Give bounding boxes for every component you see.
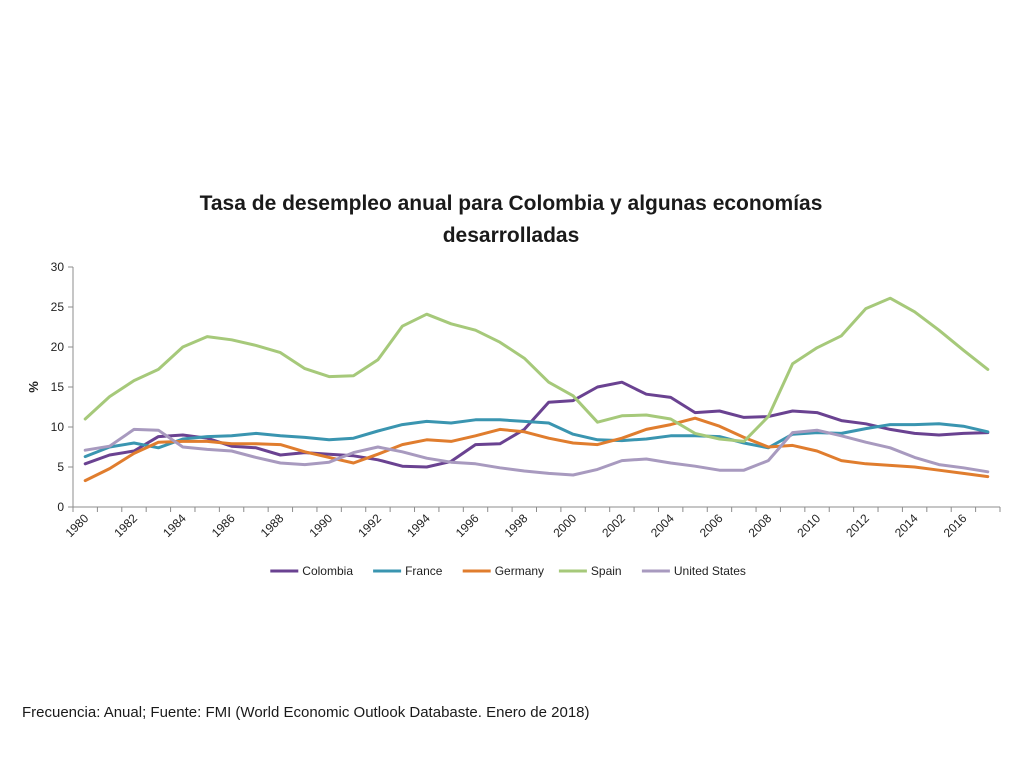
series-line-colombia — [83, 380, 990, 469]
series-line-united-states — [83, 427, 990, 477]
y-axis: 0 5 10 15 20 25 30 — [51, 260, 74, 514]
y-tick-label: 25 — [51, 300, 65, 314]
y-tick-label: 20 — [51, 340, 65, 354]
legend-label-spain: Spain — [591, 564, 622, 578]
x-tick-label: 2004 — [648, 511, 677, 540]
x-tick-label: 2012 — [843, 511, 872, 540]
x-tick-label: 1984 — [160, 511, 189, 540]
y-axis-label: % — [26, 381, 41, 393]
x-tick-label: 1986 — [209, 511, 238, 540]
legend-label-france: France — [405, 564, 443, 578]
x-tick-label: 2010 — [794, 511, 823, 540]
x-axis: 1980 1982 1984 1986 1988 1990 1992 1994 1996 1998… — [63, 506, 1001, 540]
x-tick-label: 1990 — [306, 511, 335, 540]
legend: Colombia France Germany Spain United States — [270, 564, 746, 578]
y-tick-label: 10 — [51, 420, 65, 434]
x-tick-label: 1988 — [258, 511, 287, 540]
legend-label-united-states: United States — [674, 564, 746, 578]
x-tick-label: 1994 — [404, 511, 433, 540]
series-line-germany — [83, 416, 990, 483]
chart-title-line-2: desarrolladas — [443, 224, 580, 247]
x-tick-label: 2006 — [697, 511, 726, 540]
series-line-spain — [83, 296, 990, 443]
legend-label-germany: Germany — [495, 564, 544, 578]
x-tick-label: 2016 — [941, 511, 970, 540]
chart-title-line-1: Tasa de desempleo anual para Colombia y … — [200, 192, 823, 215]
x-tick-label: 1998 — [502, 511, 531, 540]
x-tick-label: 2000 — [550, 511, 579, 540]
x-tick-label: 2002 — [599, 511, 628, 540]
x-tick-label: 1982 — [111, 511, 140, 540]
x-tick-label: 2014 — [892, 511, 921, 540]
y-tick-label: 15 — [51, 380, 65, 394]
x-tick-label: 1980 — [63, 511, 92, 540]
y-tick-label: 30 — [51, 260, 65, 274]
legend-label-colombia: Colombia — [302, 564, 353, 578]
x-tick-label: 2008 — [746, 511, 775, 540]
x-tick-label: 1992 — [355, 511, 384, 540]
y-tick-label: 5 — [57, 460, 64, 474]
series-lines — [83, 296, 990, 483]
y-tick-label: 0 — [57, 500, 64, 514]
source-footnote: Frecuencia: Anual; Fuente: FMI (World Ec… — [22, 704, 590, 721]
series-line-france — [83, 418, 990, 459]
x-tick-label: 1996 — [453, 511, 482, 540]
chart-title: Tasa de desempleo anual para Colombia y … — [200, 192, 823, 247]
